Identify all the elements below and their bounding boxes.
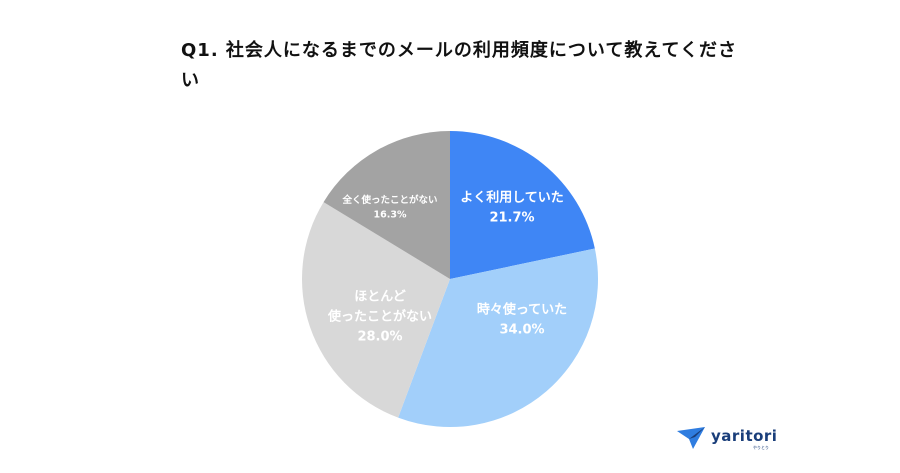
slice-category-label-2: 時々使っていた [477, 301, 567, 317]
slice-category-label-4: 全く使ったことがない [341, 194, 437, 206]
slice-category-label-1: よく利用していた [460, 189, 564, 205]
pie-slice-3 [301, 202, 450, 418]
slice-value-label-3: 28.0% [357, 330, 402, 345]
pie-slice-4 [323, 131, 450, 279]
slice-value-label-1: 21.7% [489, 211, 534, 226]
yaritori-logo: yaritori やりとり [675, 423, 795, 453]
logo-text: yaritori [711, 427, 778, 445]
slice-category-label-3: ほとんど [354, 289, 406, 304]
pie-slice-2 [398, 248, 598, 427]
yaritori-bird-icon [677, 427, 705, 449]
chart-title: Q1. 社会人になるまでのメールの利用頻度について教えてください [181, 40, 737, 91]
slice-value-label-2: 34.0% [499, 323, 544, 338]
pie-slice-1 [450, 131, 595, 279]
slice-category-label-3: 使ったことがない [327, 309, 432, 325]
logo-subtext: やりとり [753, 445, 769, 450]
slice-value-label-4: 16.3% [374, 210, 407, 221]
